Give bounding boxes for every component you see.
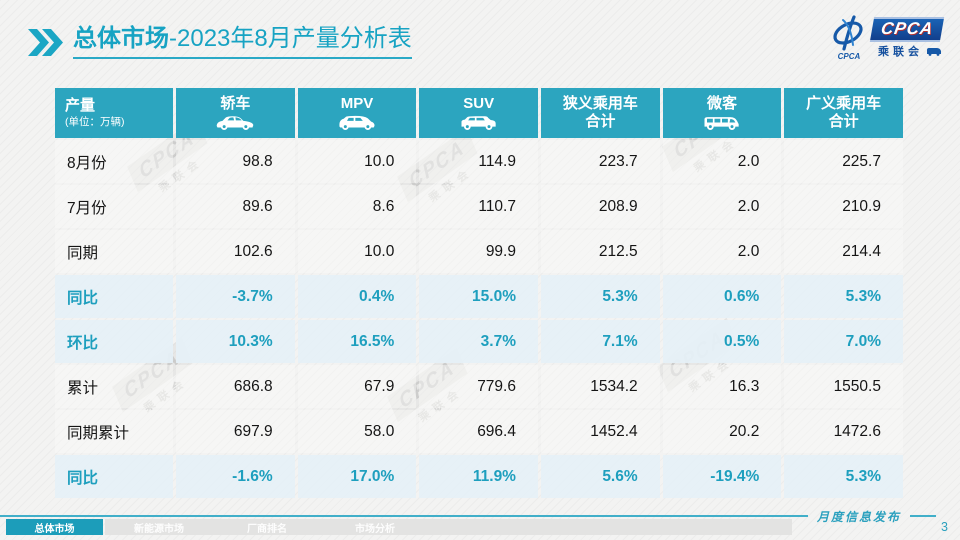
svg-text:CPCA: CPCA	[837, 52, 860, 61]
row-label: 累计	[55, 365, 173, 408]
table-cell: 114.9	[419, 140, 538, 183]
table-cell: 10.3%	[176, 320, 295, 363]
cpca-logo-box: CPCA	[869, 17, 945, 42]
table-cell: 0.5%	[662, 320, 782, 363]
table-cell: 225.7	[784, 140, 903, 183]
table-cell: 5.6%	[540, 455, 660, 498]
table-cell: 98.8	[176, 140, 295, 183]
table-cell: -3.7%	[176, 275, 295, 318]
tab-nev-market[interactable]: 新能源市场	[105, 519, 213, 535]
table-cell: 0.4%	[297, 275, 417, 318]
cpca-logo: CPCA CPCA 乘联会	[829, 15, 945, 61]
footer-line	[0, 515, 808, 517]
production-table: 产量 (单位：万辆) 轿车 MPV SUV	[55, 88, 903, 498]
table-cell: 99.9	[419, 230, 538, 273]
row-label: 同比	[55, 275, 173, 318]
tab-overall-market[interactable]: 总体市场	[6, 519, 103, 535]
footer-line-short	[910, 515, 936, 517]
table-cell: 3.7%	[419, 320, 538, 363]
table-cell: 67.9	[297, 365, 417, 408]
corner-title: 产量	[65, 97, 96, 115]
col-header-narrow-pv-total: 狭义乘用车 合计	[540, 88, 660, 138]
row-label: 同期累计	[55, 410, 173, 453]
footer-rule: 月度信息发布	[0, 509, 960, 524]
table-cell: 89.6	[176, 185, 295, 228]
tab-oem-ranking[interactable]: 厂商排名	[213, 519, 321, 535]
page-title: 总体市场-2023年8月产量分析表	[73, 25, 412, 59]
row-label: 同期	[55, 230, 173, 273]
col-header-broad-pv-total: 广义乘用车 合计	[784, 88, 903, 138]
tab-market-analysis[interactable]: 市场分析	[321, 519, 429, 535]
table-cell: 5.3%	[784, 455, 903, 498]
page-number: 3	[941, 520, 948, 534]
table-cell: 2.0	[662, 185, 782, 228]
table-cell: 1550.5	[784, 365, 903, 408]
table-cell: 16.3	[662, 365, 782, 408]
page-title-bold: 总体市场	[73, 25, 169, 52]
table-cell: 208.9	[540, 185, 660, 228]
row-label: 同比	[55, 455, 173, 498]
cpca-logo-sub-text: 乘联会	[878, 46, 923, 58]
table-cell: 5.3%	[784, 275, 903, 318]
col-header-suv: SUV	[419, 88, 538, 138]
col-header-metric: 产量 (单位：万辆)	[55, 88, 173, 138]
table-cell: 686.8	[176, 365, 295, 408]
cpca-logo-main-text: CPCA	[879, 19, 935, 38]
table-cell: 223.7	[540, 140, 660, 183]
table-cell: -1.6%	[176, 455, 295, 498]
table-cell: 0.6%	[662, 275, 782, 318]
double-chevron-icon	[28, 29, 63, 56]
table-cell: 8.6	[297, 185, 417, 228]
table-cell: 5.3%	[540, 275, 660, 318]
footer-nav: 总体市场 新能源市场 厂商排名 市场分析	[6, 519, 792, 535]
table-cell: 1452.4	[540, 410, 660, 453]
table-cell: 7.0%	[784, 320, 903, 363]
table-cell: 16.5%	[297, 320, 417, 363]
table-cell: -19.4%	[662, 455, 782, 498]
table-cell: 15.0%	[419, 275, 538, 318]
table-cell: 212.5	[540, 230, 660, 273]
slide-header: 总体市场-2023年8月产量分析表	[28, 25, 412, 59]
logo-car-icon	[927, 47, 941, 56]
table-cell: 2.0	[662, 140, 782, 183]
table-cell: 210.9	[784, 185, 903, 228]
table-cell: 10.0	[297, 230, 417, 273]
table-cell: 20.2	[662, 410, 782, 453]
table-cell: 1472.6	[784, 410, 903, 453]
table-cell: 17.0%	[297, 455, 417, 498]
table-cell: 697.9	[176, 410, 295, 453]
page-title-rest: -2023年8月产量分析表	[169, 25, 412, 52]
sedan-icon	[216, 116, 254, 130]
table-cell: 110.7	[419, 185, 538, 228]
mpv-icon	[339, 115, 375, 130]
table-cell: 779.6	[419, 365, 538, 408]
table-cell: 11.9%	[419, 455, 538, 498]
table-cell: 214.4	[784, 230, 903, 273]
footer-note: 月度信息发布	[816, 509, 901, 524]
cpca-emblem-icon: CPCA	[833, 15, 863, 61]
col-header-mpv: MPV	[297, 88, 417, 138]
row-label: 环比	[55, 320, 173, 363]
table-cell: 1534.2	[540, 365, 660, 408]
table-cell: 102.6	[176, 230, 295, 273]
table-cell: 58.0	[297, 410, 417, 453]
table-cell: 2.0	[662, 230, 782, 273]
suv-icon	[461, 116, 496, 130]
table-cell: 696.4	[419, 410, 538, 453]
col-header-minibus: 微客	[662, 88, 782, 138]
footer-nav-filler	[429, 519, 792, 535]
table-cell: 10.0	[297, 140, 417, 183]
corner-unit: (单位：万辆)	[65, 116, 125, 129]
row-label: 7月份	[55, 185, 173, 228]
col-header-sedan: 轿车	[176, 88, 295, 138]
table-cell: 7.1%	[540, 320, 660, 363]
minibus-icon	[704, 117, 739, 130]
row-label: 8月份	[55, 140, 173, 183]
